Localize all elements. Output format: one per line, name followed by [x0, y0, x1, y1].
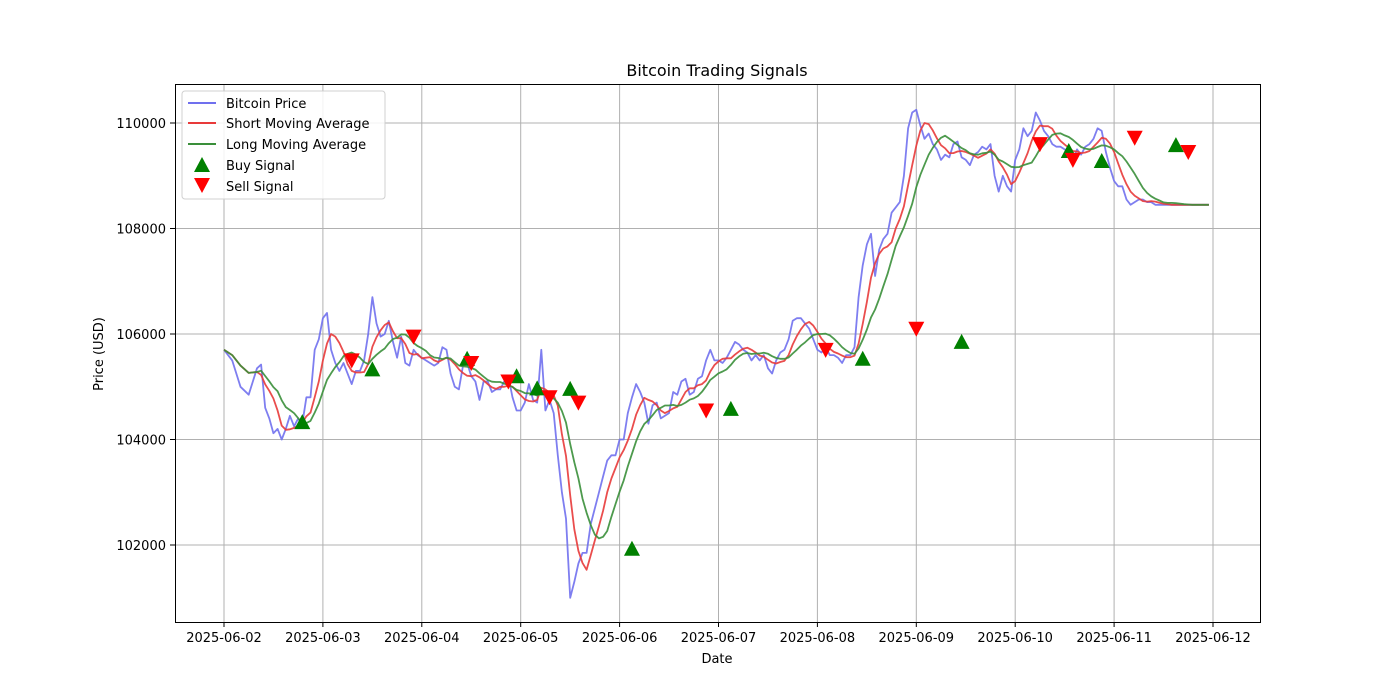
x-tick-label: 2025-06-07	[681, 631, 757, 646]
sell-signal-marker	[1180, 145, 1197, 161]
x-tick-label: 2025-06-04	[384, 631, 460, 646]
long-ma-line	[223, 132, 1209, 540]
buy-triangle-icon	[194, 157, 210, 172]
x-tick-label: 2025-06-08	[780, 631, 856, 646]
plot-area	[223, 108, 1209, 599]
y-tick-label: 110000	[116, 117, 166, 132]
y-axis-label: Price (USD)	[92, 317, 107, 391]
sell-signal-marker	[570, 395, 587, 411]
sell-signal-marker	[343, 353, 360, 369]
x-tick-label: 2025-06-05	[483, 631, 559, 646]
legend-label-short-ma: Short Moving Average	[226, 117, 370, 132]
y-axis: 102000 104000 106000 108000 110000	[116, 117, 175, 554]
x-tick-label: 2025-06-09	[879, 631, 955, 646]
legend-label-price: Bitcoin Price	[226, 97, 306, 112]
sell-triangle-icon	[194, 178, 210, 193]
sell-signal-marker	[908, 321, 925, 337]
legend-label-long-ma: Long Moving Average	[226, 138, 366, 153]
sell-signal-marker	[1031, 137, 1048, 153]
buy-signal-marker	[722, 400, 739, 416]
x-axis: 2025-06-02 2025-06-03 2025-06-04 2025-06-05…	[186, 622, 1251, 646]
buy-signal-marker	[1167, 137, 1184, 153]
x-tick-label: 2025-06-11	[1076, 631, 1152, 646]
chart-title: Bitcoin Trading Signals	[626, 61, 807, 80]
buy-signal-marker	[562, 380, 579, 396]
sell-signal-marker	[405, 329, 422, 345]
y-tick-label: 104000	[116, 434, 166, 449]
buy-signal-marker	[854, 350, 871, 366]
price-line	[223, 108, 1209, 599]
x-tick-label: 2025-06-06	[582, 631, 658, 646]
buy-signal-marker	[364, 361, 381, 377]
x-tick-label: 2025-06-03	[285, 631, 361, 646]
y-tick-label: 102000	[116, 539, 166, 554]
grid-lines	[175, 84, 1260, 622]
buy-signal-marker	[294, 414, 311, 430]
legend-box	[181, 90, 386, 200]
sell-signal-marker	[541, 390, 558, 406]
x-axis-label: Date	[701, 652, 732, 667]
sell-signal-marker	[698, 403, 715, 419]
legend-label-buy: Buy Signal	[226, 159, 295, 174]
sell-signal-marker	[1064, 152, 1081, 168]
sell-signal-marker	[463, 356, 480, 372]
sell-signal-marker	[817, 342, 834, 358]
buy-signal-marker	[623, 540, 640, 556]
buy-signal-marker	[529, 380, 546, 396]
short-ma-line	[223, 122, 1209, 571]
legend-label-sell: Sell Signal	[226, 180, 294, 195]
y-tick-label: 108000	[116, 223, 166, 238]
sell-signal-marker	[500, 374, 517, 390]
x-tick-label: 2025-06-12	[1175, 631, 1251, 646]
buy-signal-marker	[1093, 152, 1110, 168]
buy-signal-marker	[953, 333, 970, 349]
y-tick-label: 106000	[116, 328, 166, 343]
legend: Bitcoin Price Short Moving Average Long …	[181, 90, 386, 200]
x-tick-label: 2025-06-10	[977, 631, 1053, 646]
x-tick-label: 2025-06-02	[186, 631, 262, 646]
sell-signal-marker	[1126, 130, 1143, 146]
